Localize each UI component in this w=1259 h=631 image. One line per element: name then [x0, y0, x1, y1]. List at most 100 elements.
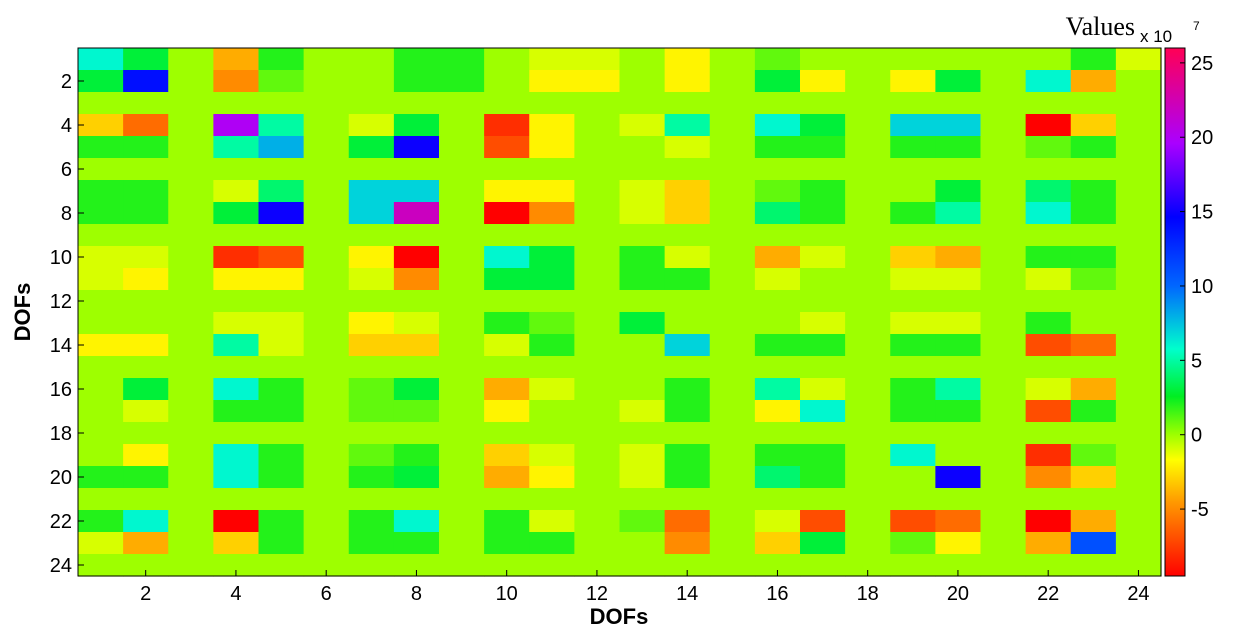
heatmap-cell	[890, 510, 936, 533]
heatmap-cell	[890, 92, 936, 115]
heatmap-cell	[754, 48, 801, 71]
heatmap-cell	[1115, 70, 1162, 93]
heatmap-cell	[1115, 48, 1162, 71]
heatmap-cell	[980, 180, 1027, 203]
heatmap-cell	[890, 444, 936, 467]
heatmap-cell	[754, 510, 801, 533]
heatmap-cell	[935, 114, 982, 137]
heatmap-cell	[1025, 268, 1072, 291]
heatmap-cell	[484, 532, 530, 555]
heatmap-cell	[800, 114, 846, 137]
colorbar-multiplier: x 10	[1140, 27, 1172, 46]
heatmap-cell	[303, 224, 350, 247]
heatmap-cell	[78, 290, 124, 313]
heatmap-cell	[980, 378, 1027, 401]
heatmap-cell	[78, 488, 124, 511]
heatmap-cell	[258, 312, 305, 335]
heatmap-cell	[980, 92, 1027, 115]
heatmap-cell	[1115, 444, 1162, 467]
heatmap-cell	[935, 444, 982, 467]
heatmap-cell	[664, 290, 711, 313]
heatmap-cell	[935, 554, 982, 577]
heatmap-cell	[664, 510, 711, 533]
heatmap-cell	[78, 158, 124, 181]
heatmap-cell	[619, 422, 666, 445]
heatmap-cell	[709, 136, 756, 159]
heatmap-cell	[303, 158, 350, 181]
heatmap-cell	[439, 246, 485, 269]
heatmap-cell	[754, 202, 801, 225]
heatmap-cell	[709, 246, 756, 269]
heatmap-cell	[168, 48, 214, 71]
heatmap-cell	[258, 290, 305, 313]
heatmap-cell	[845, 466, 891, 489]
heatmap-cell	[935, 466, 982, 489]
heatmap-cell	[800, 378, 846, 401]
heatmap-cell	[754, 532, 801, 555]
heatmap-cell	[980, 400, 1027, 423]
heatmap-cell	[890, 400, 936, 423]
heatmap-cell	[303, 48, 350, 71]
heatmap-cell	[258, 158, 305, 181]
heatmap-cell	[439, 532, 485, 555]
heatmap-cell	[664, 356, 711, 379]
heatmap-cell	[574, 532, 621, 555]
heatmap-cell	[1070, 466, 1117, 489]
heatmap-cell	[619, 290, 666, 313]
heatmap-cell	[935, 532, 982, 555]
heatmap-cell	[890, 356, 936, 379]
heatmap-cell	[168, 70, 214, 93]
heatmap-cell	[78, 224, 124, 247]
x-tick-label: 24	[1127, 583, 1149, 605]
heatmap-cell	[123, 136, 169, 159]
heatmap-cell	[348, 114, 395, 137]
heatmap-cell	[1025, 158, 1072, 181]
heatmap-cell	[348, 48, 395, 71]
plot-frame	[77, 47, 1162, 577]
heatmap-cell	[845, 312, 891, 335]
heatmap-cell	[754, 114, 801, 137]
heatmap-cell	[709, 312, 756, 335]
heatmap-cell	[258, 224, 305, 247]
heatmap-cell	[664, 158, 711, 181]
heatmap-cell	[393, 444, 440, 467]
heatmap-cell	[935, 378, 982, 401]
heatmap-cell	[619, 180, 666, 203]
heatmap-cell	[303, 334, 350, 357]
heatmap-cell	[1115, 532, 1162, 555]
heatmap-cell	[529, 158, 575, 181]
heatmap-cell	[935, 268, 982, 291]
heatmap-cell	[168, 158, 214, 181]
heatmap-cell	[303, 136, 350, 159]
heatmap-cell	[574, 180, 621, 203]
heatmap-cell	[574, 378, 621, 401]
heatmap-cell	[1070, 444, 1117, 467]
heatmap-cell	[258, 48, 305, 71]
heatmap-cell	[529, 180, 575, 203]
x-tick-label: 14	[676, 583, 698, 605]
heatmap-cell	[484, 554, 530, 577]
heatmap-cell	[890, 246, 936, 269]
heatmap-cell	[664, 422, 711, 445]
heatmap-cell	[1070, 246, 1117, 269]
heatmap-cell	[800, 180, 846, 203]
heatmap-cell	[574, 312, 621, 335]
heatmap-cell	[980, 488, 1027, 511]
heatmap-cell	[1025, 488, 1072, 511]
heatmap-cell	[213, 290, 260, 313]
heatmap-cell	[258, 378, 305, 401]
heatmap-cell	[393, 202, 440, 225]
heatmap-cell	[1070, 488, 1117, 511]
heatmap-cell	[980, 444, 1027, 467]
heatmap-cell	[845, 378, 891, 401]
heatmap-cell	[529, 290, 575, 313]
heatmap-cell	[845, 224, 891, 247]
heatmap-cell	[890, 202, 936, 225]
heatmap-cell	[258, 246, 305, 269]
heatmap-cell	[619, 312, 666, 335]
heatmap-cell	[123, 224, 169, 247]
heatmap-cell	[1070, 334, 1117, 357]
heatmap-cell	[213, 114, 260, 137]
heatmap-cell	[1070, 356, 1117, 379]
heatmap-cell	[213, 554, 260, 577]
